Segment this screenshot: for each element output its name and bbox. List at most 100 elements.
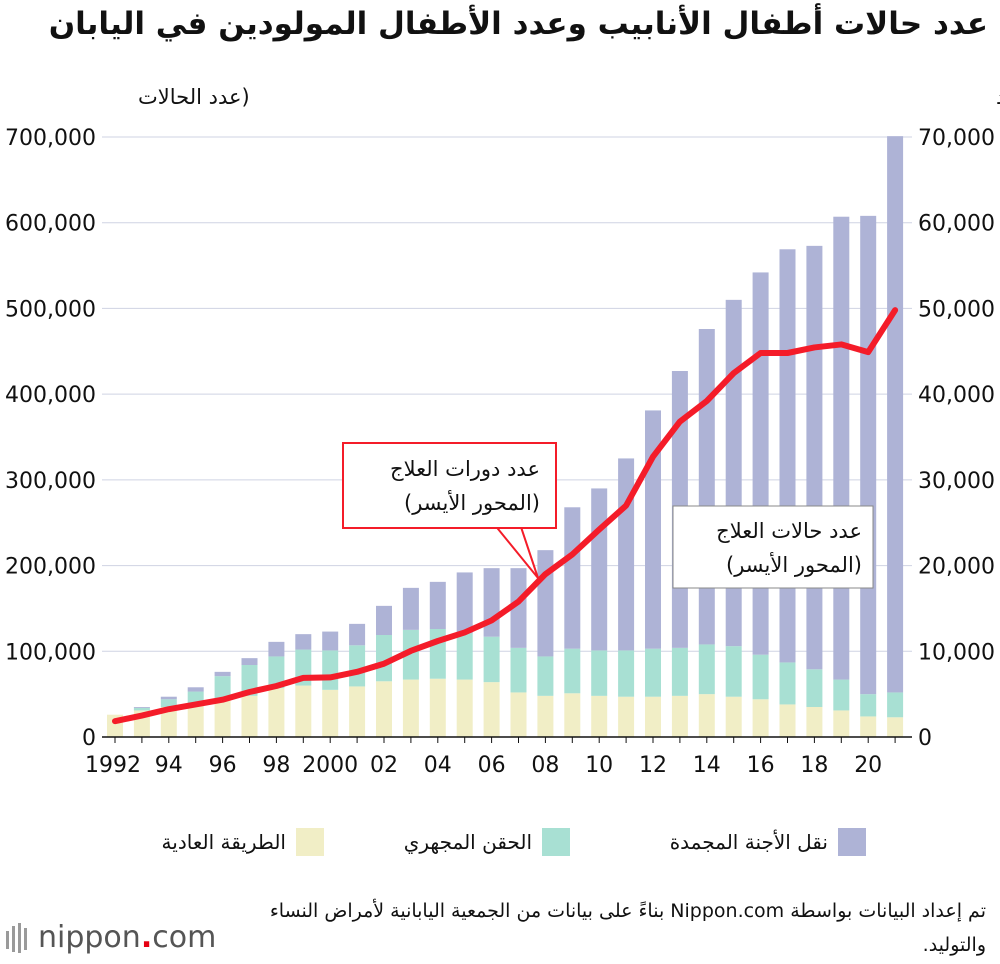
bar-frozen-1994 — [160, 696, 177, 700]
bar-conventional-2014 — [698, 694, 715, 737]
right-tick-label: 40,000 — [918, 383, 995, 408]
bar-icsi-1998 — [268, 656, 285, 689]
bar-conventional-1997 — [241, 695, 258, 737]
bar-icsi-2010 — [591, 650, 608, 696]
bar-icsi-2003 — [402, 629, 419, 680]
nippon-logo: nippon. com — [6, 920, 216, 955]
chart-title: عدد حالات أطفال الأنابيب وعدد الأطفال ال… — [48, 6, 988, 42]
x-tick-label: 02 — [370, 753, 398, 778]
bar-conventional-2015 — [725, 696, 742, 737]
bar-frozen-2000 — [322, 631, 339, 651]
x-tick-label: 12 — [639, 753, 667, 778]
left-tick-label: 100,000 — [5, 640, 96, 665]
bar-frozen-2007 — [510, 568, 527, 648]
legend-icsi: الحقن المجهري — [404, 828, 570, 856]
x-tick-label: 18 — [800, 753, 828, 778]
x-tick-label: 96 — [209, 753, 237, 778]
axes — [102, 736, 912, 743]
bar-icsi-1993 — [133, 707, 150, 711]
bar-conventional-2011 — [618, 696, 635, 737]
bar-conventional-2020 — [860, 716, 877, 737]
bar-frozen-2010 — [591, 488, 608, 651]
logo-name: nippon — [38, 920, 141, 955]
bar-conventional-2000 — [322, 689, 339, 737]
bar-icsi-2021 — [887, 692, 904, 718]
logo-suffix: com — [152, 920, 217, 955]
right-tick-label: 30,000 — [918, 469, 995, 494]
bar-icsi-2013 — [671, 647, 688, 696]
bar-icsi-2015 — [725, 646, 742, 697]
x-tick-label: 98 — [262, 753, 290, 778]
left-tick-label: 200,000 — [5, 555, 96, 580]
line-series — [112, 307, 899, 725]
x-tick-label: 94 — [155, 753, 183, 778]
bar-frozen-2009 — [564, 507, 581, 649]
bar-conventional-2005 — [456, 679, 473, 737]
right-tick-label: 0 — [918, 726, 932, 751]
bar-conventional-2012 — [645, 696, 661, 737]
left-axis-label: (عدد الحالات — [138, 85, 250, 109]
callout-line1: عدد دورات العلاج — [390, 457, 540, 482]
x-tick-label: 16 — [747, 753, 775, 778]
cycles-line — [112, 307, 899, 725]
bar-icsi-2016 — [752, 654, 769, 700]
bar-frozen-2002 — [376, 605, 392, 635]
bar-icsi-2008 — [537, 656, 554, 696]
bar-frozen-2003 — [402, 587, 419, 630]
bar-icsi-2014 — [698, 644, 715, 695]
left-tick-label: 0 — [82, 726, 96, 751]
bar-icsi-2005 — [456, 633, 473, 680]
right-axis-label: (المواليد — [996, 85, 1000, 109]
bar-frozen-1993 — [133, 707, 150, 708]
bar-icsi-1994 — [160, 699, 177, 707]
axis-labels: 0 100,000 200,000 300,000 400,000 500,000 600,… — [5, 85, 1000, 778]
bar-frozen-1999 — [295, 634, 312, 650]
bar-conventional-2013 — [671, 695, 688, 737]
logo-dot: . — [140, 920, 153, 955]
x-tick-label: 06 — [478, 753, 506, 778]
left-tick-label: 400,000 — [5, 383, 96, 408]
bar-conventional-2001 — [349, 686, 366, 737]
bar-conventional-1998 — [268, 688, 285, 737]
left-tick-label: 600,000 — [5, 212, 96, 237]
bar-icsi-2018 — [806, 669, 823, 707]
left-tick-label: 700,000 — [5, 126, 96, 151]
bar-series — [107, 136, 904, 737]
x-tick-label: 2000 — [302, 753, 358, 778]
bar-frozen-2006 — [483, 568, 500, 637]
callout-mask — [492, 522, 522, 527]
bar-icsi-2009 — [564, 648, 581, 694]
left-tick-label: 300,000 — [5, 469, 96, 494]
bar-frozen-1997 — [241, 658, 258, 665]
x-tick-label: 04 — [424, 753, 452, 778]
bar-conventional-2010 — [591, 695, 608, 737]
bar-frozen-2011 — [618, 458, 635, 651]
x-tick-label: 14 — [693, 753, 721, 778]
right-tick-label: 50,000 — [918, 297, 995, 322]
legend-label-conventional: الطريقة العادية — [161, 830, 286, 854]
legend-swatch-icsi — [542, 828, 570, 856]
bar-icsi-2000 — [322, 650, 339, 690]
bar-conventional-2006 — [483, 682, 500, 737]
bar-conventional-1999 — [295, 685, 312, 737]
bar-frozen-2004 — [429, 581, 446, 629]
legend-swatch-frozen — [838, 828, 866, 856]
bar-conventional-2003 — [402, 679, 419, 737]
annotation-line1: عدد حالات العلاج — [716, 519, 862, 544]
legend-frozen: نقل الأجنة المجمدة — [670, 828, 866, 856]
bar-conventional-2019 — [833, 710, 850, 737]
bar-icsi-2011 — [618, 650, 635, 697]
bar-frozen-2018 — [806, 245, 823, 670]
bar-icsi-2001 — [349, 645, 366, 687]
bar-conventional-2009 — [564, 693, 581, 737]
right-tick-label: 20,000 — [918, 555, 995, 580]
bar-frozen-2008 — [537, 550, 554, 657]
right-tick-label: 60,000 — [918, 212, 995, 237]
logo-mark-icon — [6, 922, 32, 953]
bar-frozen-2019 — [833, 216, 850, 680]
bar-frozen-2017 — [779, 249, 796, 663]
bar-icsi-2007 — [510, 647, 527, 693]
right-tick-label: 10,000 — [918, 640, 995, 665]
legend-label-icsi: الحقن المجهري — [403, 830, 532, 854]
bar-conventional-2004 — [429, 678, 446, 737]
